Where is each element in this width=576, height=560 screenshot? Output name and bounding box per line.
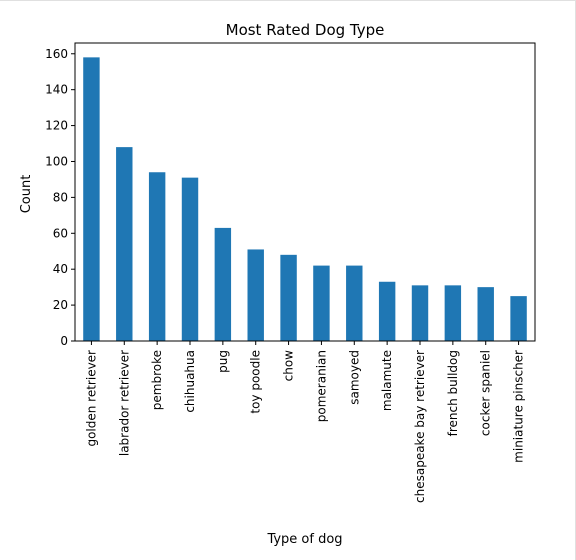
y-tick-label-0: 0 [60, 334, 68, 348]
plot-frame [74, 42, 536, 342]
x-tick-label-13: miniature pinscher [512, 350, 526, 463]
x-tick-label-4: pug [216, 350, 230, 373]
bar-11 [444, 285, 462, 341]
x-tick-label-2: pembroke [150, 350, 164, 410]
y-axis-label: Count [19, 175, 34, 214]
bar-13 [510, 296, 527, 341]
x-tick-label-7: pomeranian [314, 350, 328, 422]
y-tick-label-8: 160 [45, 47, 68, 61]
y-tick-label-1: 20 [53, 298, 68, 312]
x-tick-label-3: chihuahua [183, 350, 197, 413]
y-tick-label-6: 120 [45, 119, 68, 133]
bar-2 [148, 172, 166, 341]
plot-area: 0 20 40 60 80 100 120 140 160 golden retriever lab… [45, 42, 536, 503]
y-tick-label-2: 40 [53, 262, 68, 276]
x-tick-label-6: chow [282, 350, 296, 382]
x-tick-label-8: samoyed [347, 350, 361, 405]
x-tick-label-5: toy poodle [249, 350, 263, 414]
y-tick-label-4: 80 [53, 190, 68, 204]
bar-9 [378, 281, 396, 341]
bar-4 [214, 227, 232, 341]
x-tick-label-11: french bulldog [446, 350, 460, 436]
x-tick-label-10: chesapeake bay retriever [413, 350, 427, 503]
bar-12 [477, 287, 494, 341]
y-tick-label-5: 100 [45, 154, 68, 168]
bar-0 [83, 57, 100, 342]
x-tick-label-1: labrador retriever [117, 350, 131, 456]
chart-title: Most Rated Dog Type [226, 21, 385, 39]
bar-6 [280, 254, 297, 341]
x-axis-label: Type of dog [266, 532, 342, 547]
y-tick-label-7: 140 [45, 83, 68, 97]
frame-top-border [0, 0, 576, 1]
bar-5 [247, 249, 264, 341]
x-tick-label-0: golden retriever [84, 350, 98, 447]
bar-1 [116, 147, 133, 341]
bar-3 [181, 177, 199, 341]
bar-10 [411, 285, 429, 341]
bar-7 [313, 265, 330, 341]
x-tick-label-9: malamute [380, 350, 394, 411]
y-tick-label-3: 60 [53, 226, 68, 240]
bar-8 [346, 265, 363, 341]
x-tick-label-12: cocker spaniel [479, 350, 493, 436]
